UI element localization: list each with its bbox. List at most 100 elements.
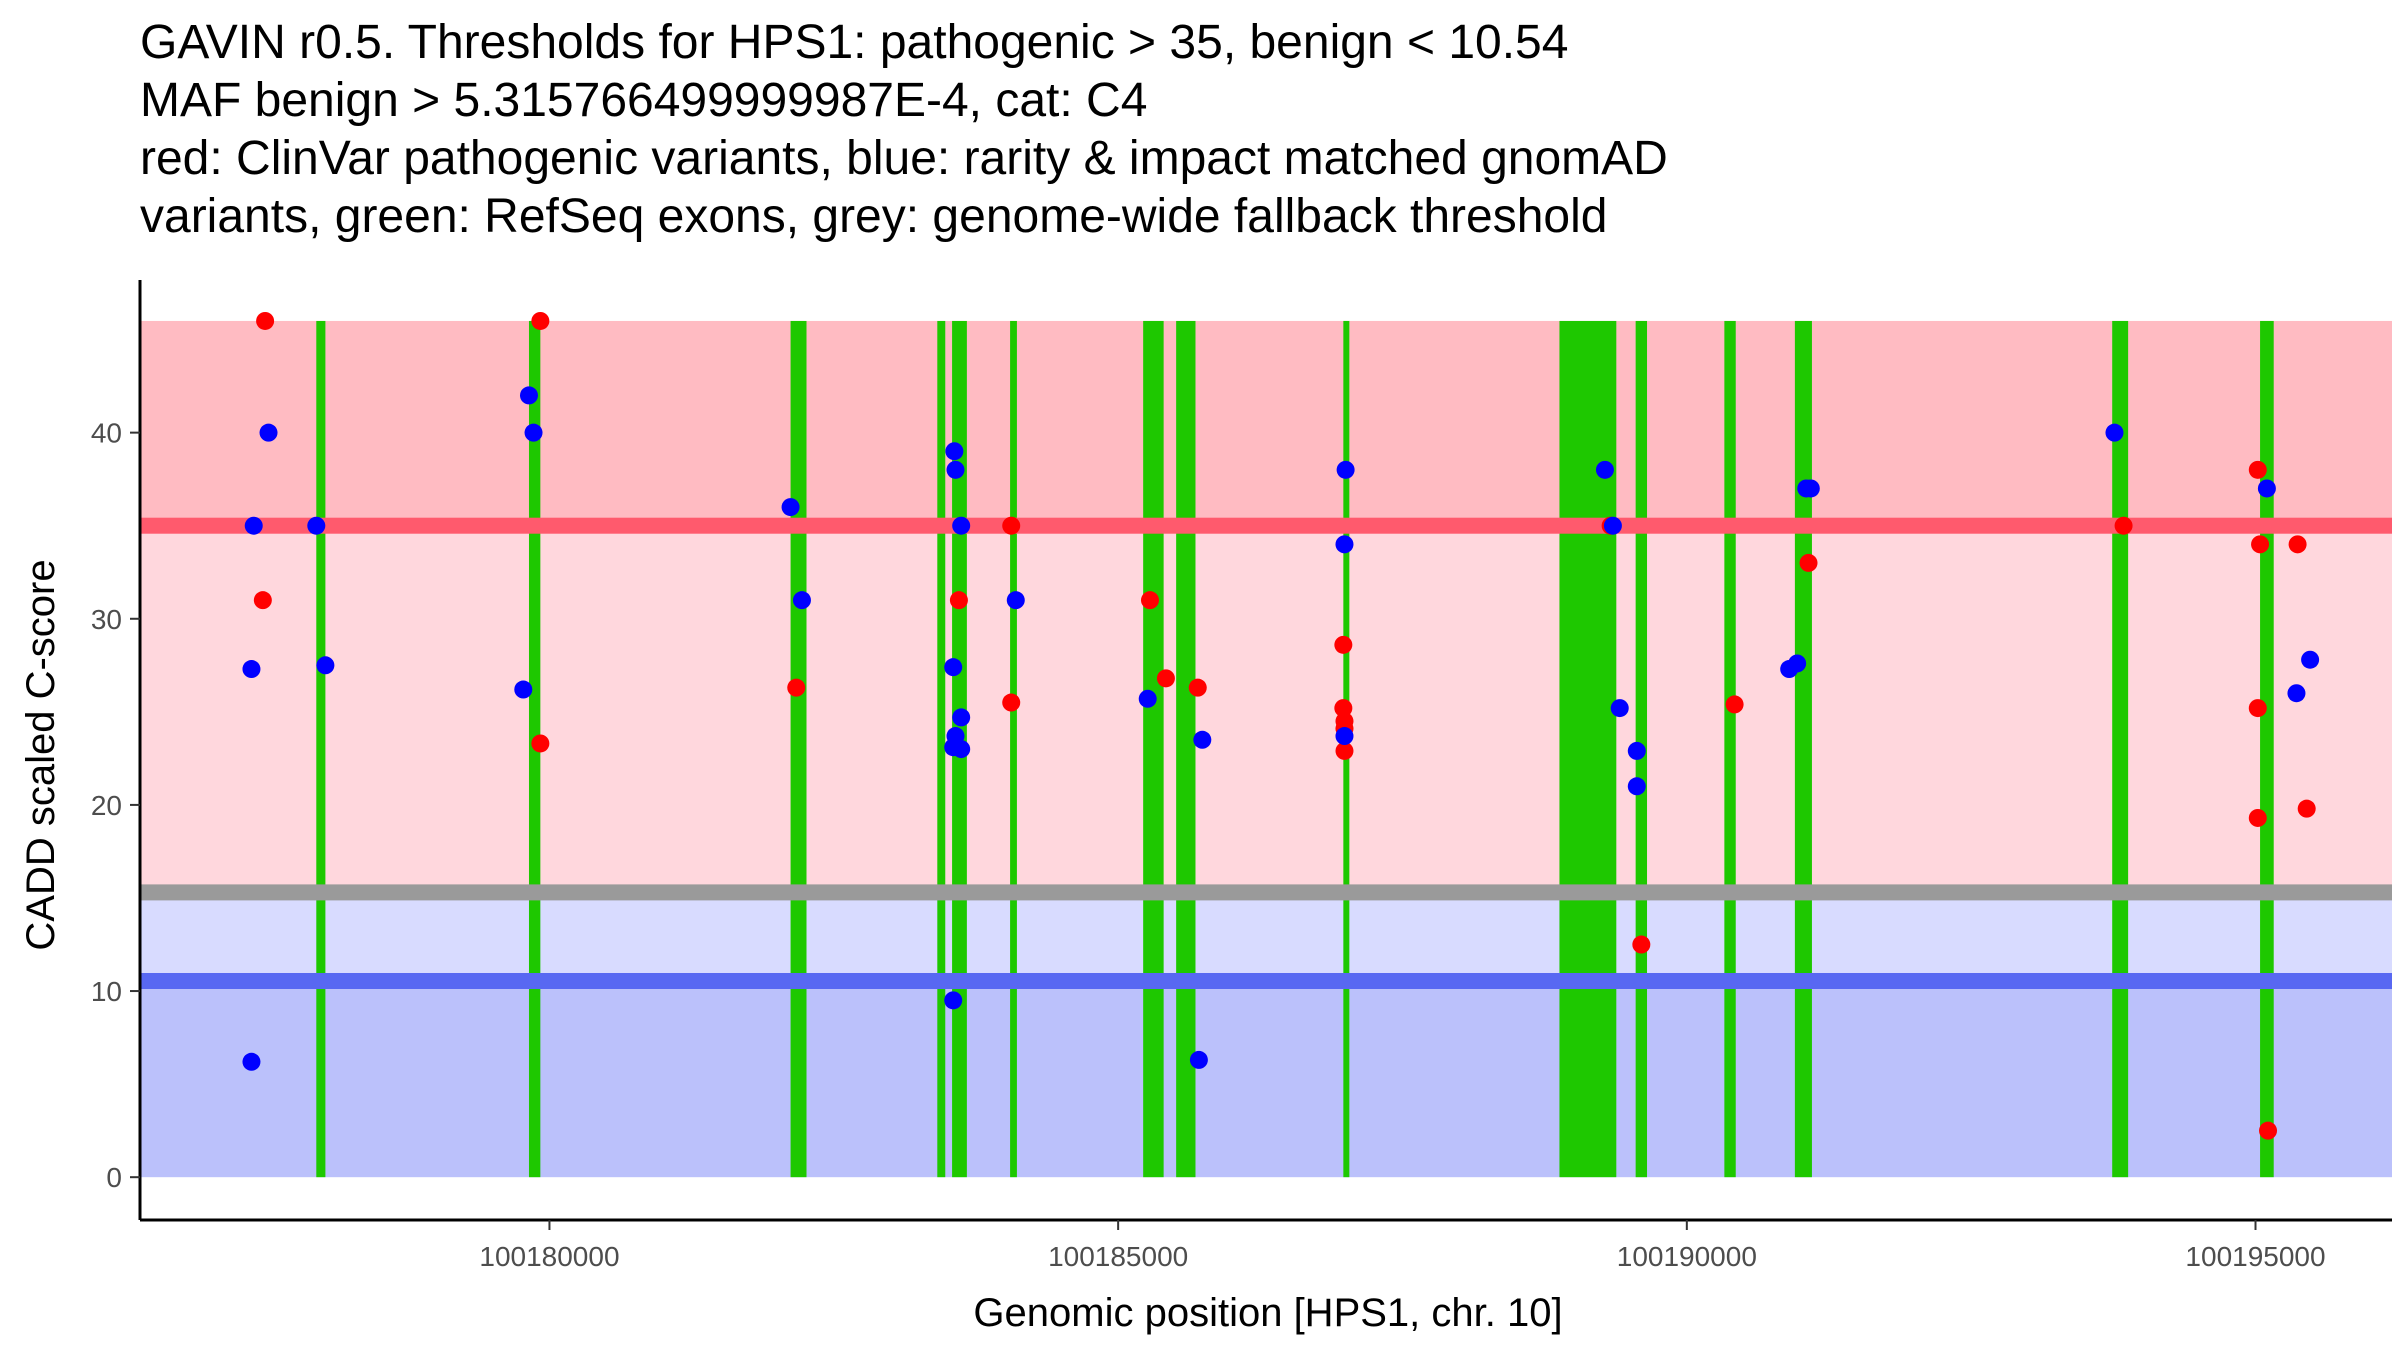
pathogenic-threshold-line bbox=[140, 517, 2392, 534]
gnomad-point bbox=[944, 658, 963, 677]
gnomad-point bbox=[944, 991, 963, 1010]
clinvar-point bbox=[1725, 695, 1744, 714]
clinvar-point bbox=[256, 311, 275, 330]
gnomad-point bbox=[1595, 460, 1614, 479]
clinvar-point bbox=[787, 678, 806, 697]
gnomad-point bbox=[2287, 684, 2306, 703]
gnomad-point bbox=[792, 591, 811, 610]
clinvar-point bbox=[253, 591, 272, 610]
y-tick-label: 20 bbox=[91, 790, 122, 821]
clinvar-point bbox=[2248, 460, 2267, 479]
gnomad-point bbox=[2105, 423, 2124, 442]
clinvar-point bbox=[1156, 669, 1175, 688]
benign-zone bbox=[140, 980, 2392, 1178]
gnomad-point bbox=[1138, 689, 1157, 708]
exon-band bbox=[1559, 320, 1617, 1178]
gnomad-point bbox=[259, 423, 278, 442]
gnomad-point bbox=[952, 516, 971, 535]
gnomad-point bbox=[1801, 479, 1820, 498]
x-axis-title: Genomic position [HPS1, chr. 10] bbox=[973, 1291, 1562, 1335]
gnomad-point bbox=[2257, 479, 2276, 498]
clinvar-point bbox=[1334, 635, 1353, 654]
chart-title: GAVIN r0.5. Thresholds for HPS1: pathoge… bbox=[140, 14, 2360, 246]
clinvar-point bbox=[2297, 799, 2316, 818]
benign-threshold-line bbox=[140, 972, 2392, 989]
title-line-2: MAF benign > 5.315766499999987E-4, cat: … bbox=[140, 74, 1148, 127]
gnomad-point bbox=[1193, 730, 1212, 749]
gnomad-point bbox=[1335, 535, 1354, 554]
clinvar-point bbox=[1334, 699, 1353, 718]
gnomad-point bbox=[1627, 777, 1646, 796]
clinvar-point bbox=[1002, 693, 1021, 712]
exon-band bbox=[1010, 320, 1017, 1178]
gnomad-point bbox=[242, 1052, 261, 1071]
clinvar-point bbox=[531, 311, 550, 330]
exon-band bbox=[790, 320, 807, 1178]
gnomad-point bbox=[316, 656, 335, 675]
gnomad-point bbox=[242, 660, 261, 679]
gnomad-point bbox=[307, 516, 326, 535]
gnomad-point bbox=[1006, 591, 1025, 610]
title-line-3: red: ClinVar pathogenic variants, blue: … bbox=[140, 132, 1668, 185]
gnomad-point bbox=[945, 442, 964, 461]
x-tick-label: 100190000 bbox=[1617, 1241, 1757, 1272]
gnomad-point bbox=[952, 708, 971, 727]
clinvar-point bbox=[2248, 699, 2267, 718]
clinvar-point bbox=[2288, 535, 2307, 554]
exon-band bbox=[2112, 320, 2129, 1178]
variant-points bbox=[242, 311, 2320, 1140]
gnomad-point bbox=[1189, 1050, 1208, 1069]
gnomad-point bbox=[781, 498, 800, 517]
clinvar-point bbox=[949, 591, 968, 610]
fallback-threshold-line bbox=[140, 884, 2392, 901]
y-tick-label: 10 bbox=[91, 976, 122, 1007]
exon-band bbox=[937, 320, 946, 1178]
y-axis-title: CADD scaled C-score bbox=[19, 559, 63, 950]
exon-band bbox=[2260, 320, 2274, 1178]
title-line-1: GAVIN r0.5. Thresholds for HPS1: pathoge… bbox=[140, 16, 1569, 69]
clinvar-point bbox=[2259, 1121, 2278, 1140]
gnomad-point bbox=[519, 386, 538, 405]
clinvar-point bbox=[1140, 591, 1159, 610]
exon-band bbox=[1143, 320, 1164, 1178]
clinvar-point bbox=[2248, 808, 2267, 827]
gnomad-point bbox=[514, 680, 533, 699]
y-tick-label: 0 bbox=[106, 1162, 122, 1193]
clinvar-point bbox=[1335, 741, 1354, 760]
y-tick-label: 40 bbox=[91, 418, 122, 449]
exon-band bbox=[316, 320, 326, 1178]
gnomad-point bbox=[1627, 741, 1646, 760]
x-tick-label: 100185000 bbox=[1048, 1241, 1188, 1272]
clinvar-point bbox=[2251, 535, 2270, 554]
axes: 0 10 20 30 40 100180000 100185000 100190000 1001… bbox=[91, 280, 2392, 1272]
exon-band bbox=[1176, 320, 1196, 1178]
title-line-4: variants, green: RefSeq exons, grey: gen… bbox=[140, 190, 1608, 243]
clinvar-point bbox=[1188, 678, 1207, 697]
gnomad-point bbox=[1610, 699, 1629, 718]
intermediate-zone bbox=[140, 525, 2392, 893]
gnomad-point bbox=[2301, 650, 2320, 669]
exon-band bbox=[1794, 320, 1812, 1178]
exon-band bbox=[1724, 320, 1736, 1178]
clinvar-point bbox=[1799, 553, 1818, 572]
clinvar-point bbox=[1632, 935, 1651, 954]
x-tick-label: 100180000 bbox=[479, 1241, 619, 1272]
threshold-lines bbox=[140, 517, 2392, 989]
threshold-zones bbox=[140, 320, 2392, 1178]
gnomad-point bbox=[1788, 654, 1807, 673]
pathogenic-zone bbox=[140, 320, 2392, 526]
gnomad-point bbox=[946, 460, 965, 479]
benign-upper-zone bbox=[140, 892, 2392, 981]
clinvar-point bbox=[2114, 516, 2133, 535]
gnomad-point bbox=[1603, 516, 1622, 535]
clinvar-point bbox=[1002, 516, 1021, 535]
gnomad-point bbox=[524, 423, 543, 442]
gnomad-point bbox=[952, 740, 971, 759]
y-tick-label: 30 bbox=[91, 604, 122, 635]
x-tick-label: 100195000 bbox=[2185, 1241, 2325, 1272]
gnomad-point bbox=[1335, 727, 1354, 746]
gnomad-point bbox=[244, 516, 263, 535]
gnomad-point bbox=[1336, 460, 1355, 479]
clinvar-point bbox=[531, 734, 550, 753]
